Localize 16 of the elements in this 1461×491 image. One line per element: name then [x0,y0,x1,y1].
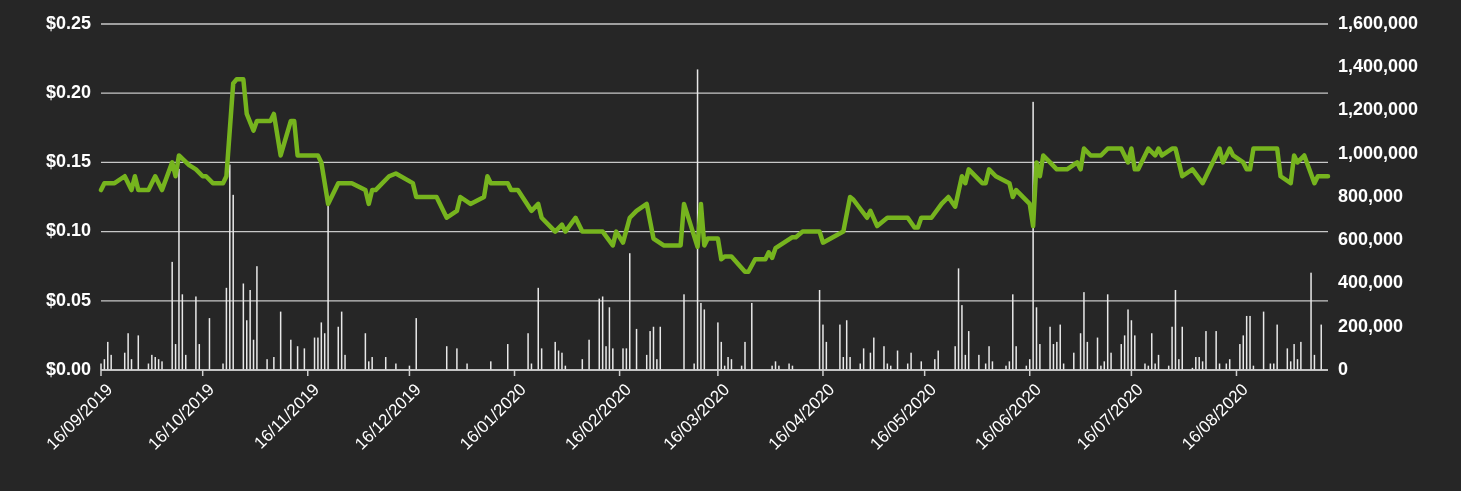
y-tick-label: $0.00 [45,358,91,379]
y2-tick-label: 0 [1338,358,1349,379]
y2-tick-label: 200,000 [1338,315,1404,336]
y2-tick-label: 800,000 [1338,185,1404,206]
y2-tick-label: 600,000 [1338,229,1404,249]
y2-tick-label: 1,200,000 [1338,99,1419,120]
y2-tick-label: 1,400,000 [1338,56,1419,76]
y2-tick-label: 400,000 [1338,272,1404,293]
y-tick-label: $0.05 [45,289,91,310]
y2-tick-label: 1,600,000 [1338,12,1419,33]
y-tick-label: $0.10 [45,220,91,241]
y-tick-label: $0.20 [45,81,91,102]
line-series [98,77,1331,274]
y-tick-label: $0.25 [45,12,91,33]
y-tick-label: $0.15 [45,151,91,172]
y2-tick-label: 1,000,000 [1338,142,1419,163]
